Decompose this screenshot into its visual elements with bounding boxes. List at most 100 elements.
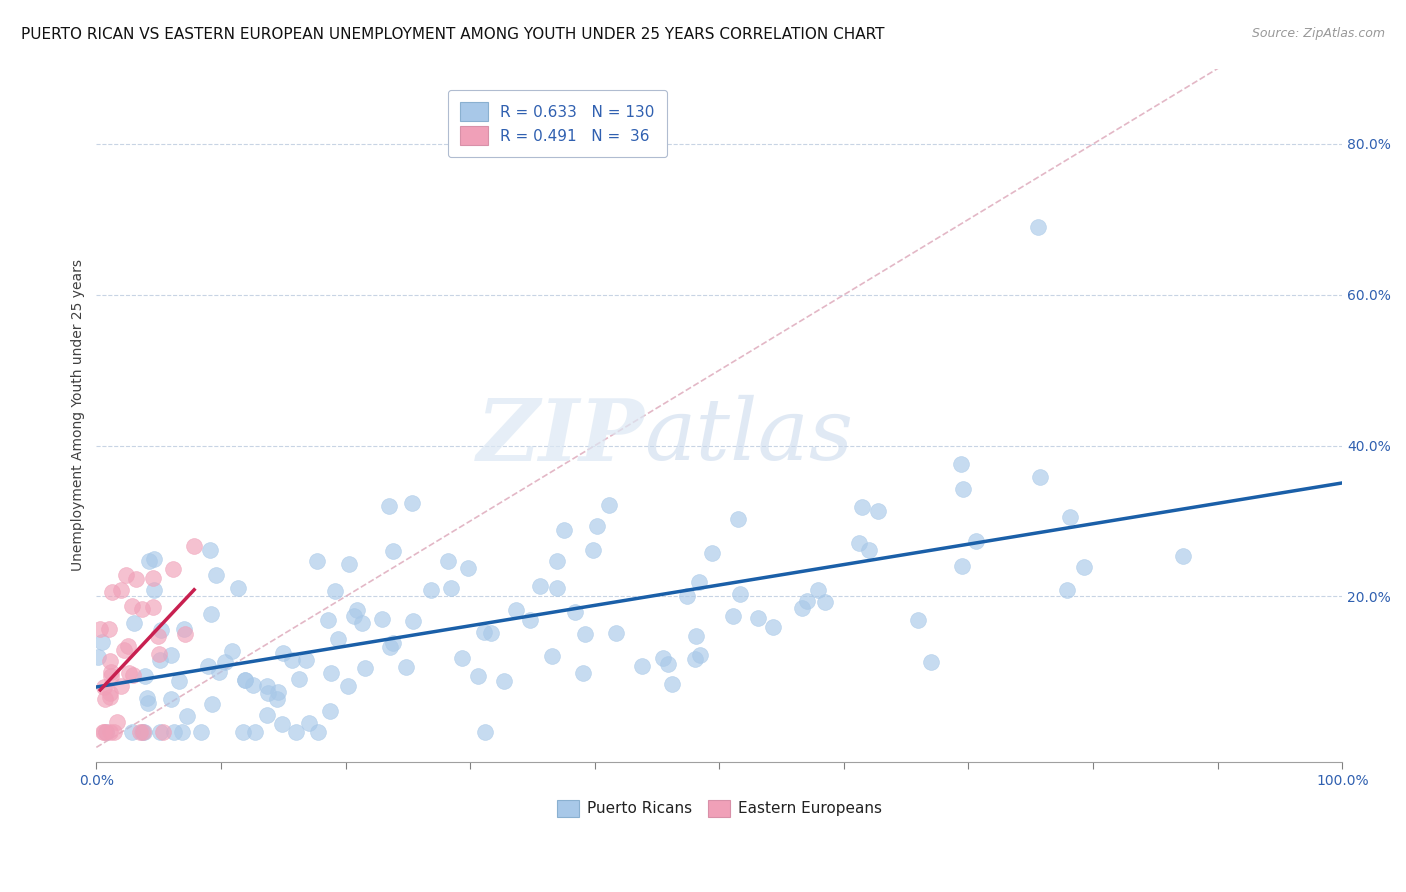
Point xyxy=(1171,549,1194,563)
Point xyxy=(1073,560,1095,574)
Point xyxy=(214,655,236,669)
Point xyxy=(474,725,496,739)
Point xyxy=(256,680,278,694)
Point xyxy=(138,554,160,568)
Point xyxy=(950,558,973,573)
Point xyxy=(728,587,751,601)
Point xyxy=(546,581,568,595)
Point xyxy=(143,583,166,598)
Point xyxy=(132,725,155,739)
Point xyxy=(143,552,166,566)
Point xyxy=(125,572,148,586)
Point xyxy=(305,554,328,568)
Point xyxy=(402,614,425,628)
Point xyxy=(337,558,360,572)
Point xyxy=(163,725,186,739)
Point xyxy=(796,594,818,608)
Point xyxy=(93,680,115,694)
Point xyxy=(190,725,212,739)
Point xyxy=(233,673,256,687)
Point xyxy=(319,666,342,681)
Point xyxy=(420,582,443,597)
Point xyxy=(105,715,128,730)
Point xyxy=(226,581,249,595)
Point xyxy=(631,659,654,673)
Point xyxy=(131,725,153,739)
Point xyxy=(323,584,346,599)
Text: PUERTO RICAN VS EASTERN EUROPEAN UNEMPLOYMENT AMONG YOUTH UNDER 25 YEARS CORRELA: PUERTO RICAN VS EASTERN EUROPEAN UNEMPLO… xyxy=(21,27,884,42)
Point xyxy=(256,707,278,722)
Point xyxy=(688,575,710,590)
Point xyxy=(281,653,304,667)
Point xyxy=(792,601,814,615)
Point xyxy=(851,500,873,515)
Point xyxy=(87,650,110,665)
Point xyxy=(381,544,404,558)
Point xyxy=(307,725,329,739)
Legend: Puerto Ricans, Eastern Europeans: Puerto Ricans, Eastern Europeans xyxy=(548,792,890,824)
Text: atlas: atlas xyxy=(644,395,853,477)
Point xyxy=(436,554,458,568)
Text: Source: ZipAtlas.com: Source: ZipAtlas.com xyxy=(1251,27,1385,40)
Point xyxy=(343,608,366,623)
Point xyxy=(91,725,114,739)
Point xyxy=(112,643,135,657)
Point xyxy=(440,581,463,595)
Point xyxy=(174,627,197,641)
Point xyxy=(98,686,121,700)
Point xyxy=(346,603,368,617)
Point xyxy=(747,611,769,625)
Point xyxy=(148,630,170,644)
Point xyxy=(965,533,987,548)
Point xyxy=(118,665,141,680)
Point xyxy=(117,639,139,653)
Point xyxy=(721,609,744,624)
Point xyxy=(676,590,699,604)
Point xyxy=(285,725,308,739)
Point xyxy=(129,725,152,739)
Point xyxy=(98,690,121,705)
Point xyxy=(149,623,172,637)
Point xyxy=(149,725,172,739)
Point xyxy=(197,659,219,673)
Point xyxy=(159,691,181,706)
Point xyxy=(100,668,122,682)
Point xyxy=(162,562,184,576)
Point xyxy=(121,725,143,739)
Point xyxy=(378,640,401,654)
Point xyxy=(952,482,974,496)
Point xyxy=(122,616,145,631)
Point xyxy=(205,567,228,582)
Text: ZIP: ZIP xyxy=(477,394,644,478)
Point xyxy=(401,496,423,510)
Point xyxy=(93,725,115,739)
Point xyxy=(98,654,121,668)
Point xyxy=(135,691,157,706)
Point xyxy=(98,725,121,739)
Point xyxy=(91,635,114,649)
Point xyxy=(519,613,541,627)
Point xyxy=(201,698,224,712)
Point xyxy=(451,651,474,665)
Point xyxy=(582,543,605,558)
Point xyxy=(200,607,222,622)
Point xyxy=(110,583,132,598)
Point xyxy=(868,504,890,518)
Point xyxy=(553,523,575,537)
Point xyxy=(148,647,170,661)
Point xyxy=(848,536,870,550)
Point xyxy=(208,665,231,680)
Point xyxy=(907,613,929,627)
Point xyxy=(131,602,153,616)
Point xyxy=(564,605,586,619)
Point xyxy=(266,692,288,706)
Point xyxy=(807,583,830,598)
Point xyxy=(350,615,373,630)
Point xyxy=(685,652,707,666)
Point xyxy=(598,498,620,512)
Point xyxy=(271,646,294,660)
Point xyxy=(152,725,174,739)
Point xyxy=(702,546,724,560)
Point xyxy=(920,655,942,669)
Point xyxy=(176,708,198,723)
